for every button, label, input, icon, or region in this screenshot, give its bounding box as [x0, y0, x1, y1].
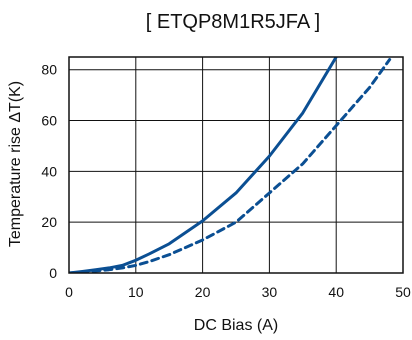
plot-frame [68, 56, 404, 274]
y-tick-label: 0 [49, 265, 57, 281]
x-tick-label: 10 [128, 284, 144, 300]
x-tick-label: 30 [262, 284, 278, 300]
plot-area [68, 56, 404, 274]
chart-title: [ ETQP8M1R5JFA ] [146, 11, 321, 33]
x-tick-label: 50 [395, 284, 411, 300]
y-tick-label: 40 [41, 163, 57, 179]
y-axis-ticks: 0 20 40 60 80 [41, 62, 57, 281]
x-tick-label: 40 [328, 284, 344, 300]
x-axis-ticks: 0 10 20 30 40 50 [65, 284, 411, 300]
plot-border [68, 56, 404, 274]
x-tick-label: 20 [195, 284, 211, 300]
y-tick-label: 80 [41, 62, 57, 78]
y-tick-label: 60 [41, 113, 57, 129]
series-line-2 [69, 58, 392, 273]
series-group [69, 57, 392, 273]
y-axis-label: Temperature rise ΔT(K) [7, 81, 24, 247]
x-tick-label: 0 [65, 284, 73, 300]
plot-background [69, 57, 403, 273]
y-tick-label: 20 [41, 214, 57, 230]
x-axis-label: DC Bias (A) [194, 317, 278, 334]
